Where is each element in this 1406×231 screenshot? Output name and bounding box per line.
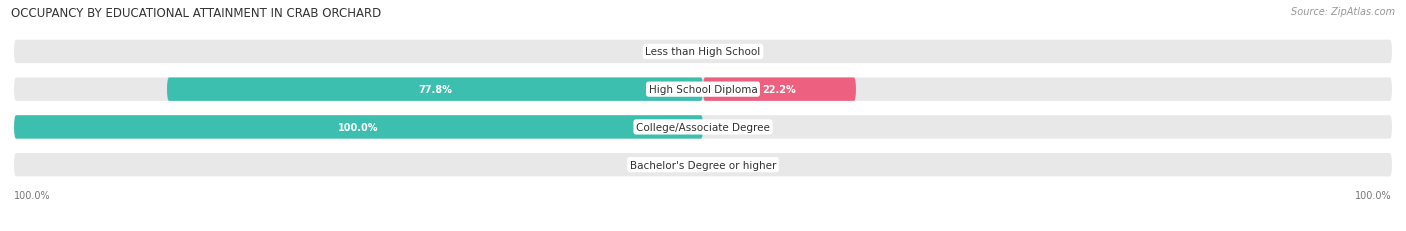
Text: 22.2%: 22.2% — [762, 85, 796, 95]
FancyBboxPatch shape — [703, 78, 856, 101]
FancyBboxPatch shape — [14, 116, 1392, 139]
Text: 100.0%: 100.0% — [339, 122, 378, 132]
Text: High School Diploma: High School Diploma — [648, 85, 758, 95]
Text: Bachelor's Degree or higher: Bachelor's Degree or higher — [630, 160, 776, 170]
Text: 0.0%: 0.0% — [665, 160, 689, 170]
Text: 0.0%: 0.0% — [665, 47, 689, 57]
FancyBboxPatch shape — [14, 78, 1392, 101]
Text: College/Associate Degree: College/Associate Degree — [636, 122, 770, 132]
Text: 77.8%: 77.8% — [418, 85, 451, 95]
Text: OCCUPANCY BY EDUCATIONAL ATTAINMENT IN CRAB ORCHARD: OCCUPANCY BY EDUCATIONAL ATTAINMENT IN C… — [11, 7, 381, 20]
Text: 0.0%: 0.0% — [717, 47, 741, 57]
Text: Less than High School: Less than High School — [645, 47, 761, 57]
Text: 0.0%: 0.0% — [717, 160, 741, 170]
Text: 100.0%: 100.0% — [1355, 191, 1392, 201]
FancyBboxPatch shape — [14, 40, 1392, 64]
FancyBboxPatch shape — [14, 116, 703, 139]
Text: Source: ZipAtlas.com: Source: ZipAtlas.com — [1291, 7, 1395, 17]
Text: 0.0%: 0.0% — [717, 122, 741, 132]
FancyBboxPatch shape — [167, 78, 703, 101]
Text: 100.0%: 100.0% — [14, 191, 51, 201]
FancyBboxPatch shape — [14, 153, 1392, 177]
